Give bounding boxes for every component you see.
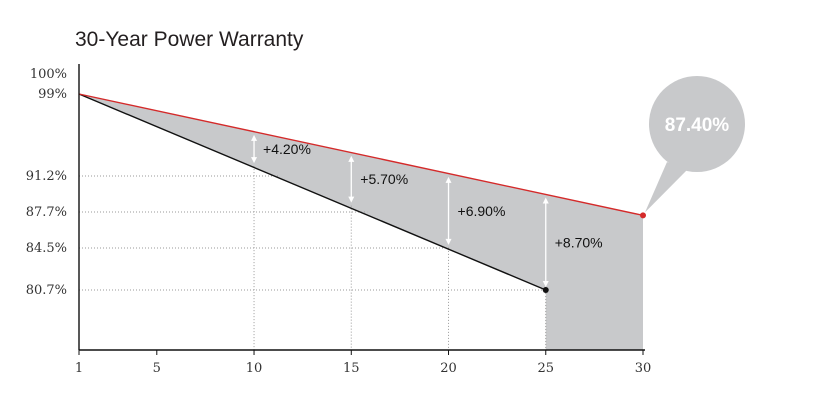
series-line-warranty xyxy=(78,93,644,217)
y-tick-label: 87.7% xyxy=(26,205,67,220)
callout-label: 87.40% xyxy=(665,115,730,136)
arrow-head-up xyxy=(542,197,549,204)
arrow-head-down xyxy=(445,238,452,245)
x-tick-label: 25 xyxy=(537,361,554,376)
x-tick-label: 5 xyxy=(153,361,161,376)
arrow-head-up xyxy=(445,176,452,183)
callout-bubble xyxy=(649,76,745,172)
x-tick-label: 15 xyxy=(343,361,360,376)
chart-title: 30-Year Power Warranty xyxy=(75,28,304,51)
y-tick-label: 100% xyxy=(30,67,67,82)
arrow-head-up xyxy=(251,134,258,141)
callout-pointer xyxy=(645,162,687,213)
difference-area xyxy=(79,94,643,350)
difference-label: +5.70% xyxy=(360,171,408,187)
x-tick-label: 10 xyxy=(246,361,263,376)
y-tick-label: 91.2% xyxy=(26,169,67,184)
y-tick-label: 80.7% xyxy=(26,283,67,298)
arrow-head-down xyxy=(251,157,258,164)
x-tick-label: 20 xyxy=(440,361,457,376)
arrow-head-down xyxy=(348,196,355,203)
difference-label: +8.70% xyxy=(555,234,603,250)
y-tick-label: 99% xyxy=(38,87,67,102)
difference-label: +4.20% xyxy=(263,141,311,157)
x-tick-label: 30 xyxy=(635,361,652,376)
x-tick-label: 1 xyxy=(75,361,83,376)
end-point-warranty xyxy=(640,212,646,219)
difference-label: +6.90% xyxy=(458,203,506,219)
end-point-standard xyxy=(542,287,549,293)
arrow-head-down xyxy=(542,281,549,287)
arrow-head-up xyxy=(348,155,355,162)
series-line-standard xyxy=(78,93,547,291)
y-tick-label: 84.5% xyxy=(26,241,67,256)
